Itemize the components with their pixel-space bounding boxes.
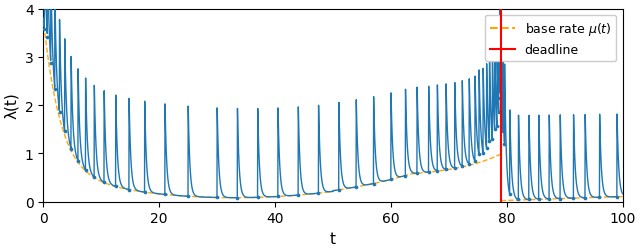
Point bbox=[412, 172, 422, 175]
Point bbox=[89, 176, 99, 180]
Point bbox=[580, 196, 590, 200]
Point bbox=[39, 28, 49, 32]
Point bbox=[369, 182, 379, 186]
Point bbox=[484, 139, 495, 143]
Point bbox=[293, 193, 303, 197]
Point bbox=[544, 197, 554, 201]
Point bbox=[495, 96, 505, 100]
Point bbox=[474, 153, 484, 157]
Point bbox=[524, 198, 534, 202]
Point bbox=[253, 196, 263, 200]
Point bbox=[478, 151, 488, 155]
Point bbox=[273, 195, 283, 199]
Point bbox=[111, 185, 121, 189]
X-axis label: t: t bbox=[330, 231, 336, 246]
Point bbox=[54, 110, 65, 114]
Point bbox=[595, 196, 605, 200]
Point bbox=[498, 130, 508, 134]
Point bbox=[432, 169, 442, 173]
Point bbox=[232, 196, 243, 200]
Point bbox=[568, 196, 579, 200]
Point bbox=[504, 192, 515, 196]
Point bbox=[212, 196, 222, 200]
Point bbox=[534, 197, 544, 201]
Point bbox=[513, 198, 524, 202]
Point bbox=[124, 188, 134, 192]
Point bbox=[464, 162, 474, 166]
Point bbox=[457, 164, 467, 168]
Point bbox=[42, 36, 52, 40]
Point bbox=[183, 194, 193, 198]
Point bbox=[612, 195, 622, 199]
Point bbox=[140, 190, 150, 194]
Point bbox=[45, 62, 56, 66]
Point bbox=[60, 130, 70, 134]
Point bbox=[487, 137, 497, 141]
Point bbox=[160, 193, 170, 197]
Point bbox=[449, 166, 460, 170]
Point bbox=[314, 191, 324, 195]
Point bbox=[99, 181, 109, 185]
Y-axis label: λ(t): λ(t) bbox=[4, 92, 19, 119]
Point bbox=[424, 170, 434, 174]
Point bbox=[493, 111, 504, 115]
Point bbox=[66, 147, 76, 151]
Point bbox=[470, 159, 480, 163]
Legend: base rate $\mu(t)$, deadline: base rate $\mu(t)$, deadline bbox=[484, 16, 616, 62]
Point bbox=[81, 168, 91, 172]
Point bbox=[73, 159, 83, 163]
Point bbox=[441, 168, 451, 172]
Point bbox=[333, 188, 344, 192]
Point bbox=[499, 142, 509, 146]
Point bbox=[555, 197, 565, 201]
Point bbox=[481, 146, 492, 150]
Point bbox=[492, 125, 502, 129]
Point bbox=[496, 125, 506, 129]
Point bbox=[50, 88, 60, 92]
Point bbox=[490, 128, 500, 132]
Point bbox=[386, 178, 396, 182]
Point bbox=[400, 174, 410, 178]
Point bbox=[351, 185, 361, 189]
